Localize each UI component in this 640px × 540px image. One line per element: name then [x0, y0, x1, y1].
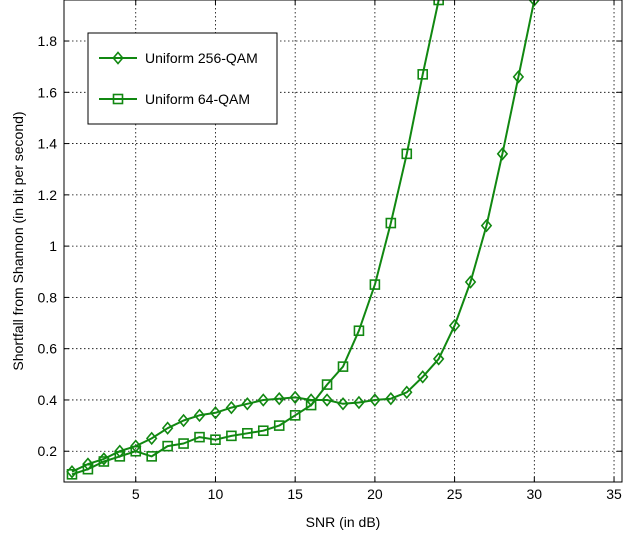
diamond-point-marker — [464, 275, 477, 289]
square-point-marker — [369, 279, 381, 290]
x-tick-label: 15 — [287, 486, 303, 502]
square-point-marker — [417, 69, 429, 80]
diamond-point-marker — [177, 413, 190, 428]
square-point-marker — [162, 440, 173, 452]
square-point-marker — [146, 451, 157, 462]
square-point-marker — [98, 456, 110, 467]
square-point-marker — [401, 148, 413, 160]
square-point-marker — [242, 427, 253, 439]
x-tick-label: 20 — [367, 486, 383, 502]
y-tick-label: 0.2 — [38, 443, 58, 459]
diamond-point-marker — [321, 393, 333, 407]
tick-labels: 5 10 15 20 25 30 35 0.2 0.4 0.6 0.8 1 1.2 1.4 1.6 1.8 — [38, 33, 622, 502]
diamond-point-marker — [401, 385, 413, 400]
y-axis-title: Shortfall from Shannon (in bit per secon… — [10, 111, 26, 370]
legend: Uniform 256-QAM Uniform 64-QAM — [87, 32, 278, 125]
diamond-point-marker — [496, 147, 509, 161]
y-tick-label: 1.8 — [38, 33, 58, 49]
square-point-marker — [337, 361, 349, 372]
square-point-marker — [210, 434, 221, 445]
square-point-marker — [178, 438, 189, 449]
legend-label-256qam: Uniform 256-QAM — [145, 50, 258, 66]
diamond-point-marker — [257, 393, 270, 407]
diamond-point-marker — [289, 390, 301, 405]
diamond-point-marker — [480, 218, 493, 233]
diamond-point-marker — [225, 400, 238, 415]
series-64qam — [66, 0, 444, 480]
square-point-marker — [289, 410, 301, 421]
square-point-marker — [305, 399, 317, 411]
diamond-point-marker — [512, 70, 525, 84]
legend-entry-64qam: Uniform 64-QAM — [99, 91, 250, 107]
legend-diamond-marker — [112, 51, 124, 65]
x-tick-label: 30 — [527, 486, 543, 502]
diamond-point-marker — [369, 393, 381, 407]
x-tick-label: 10 — [208, 486, 224, 502]
square-point-marker — [82, 463, 94, 475]
diamond-point-marker — [385, 391, 397, 406]
square-point-marker — [273, 420, 285, 431]
series-line — [71, 0, 440, 476]
square-point-marker — [433, 0, 444, 6]
y-tick-label: 1.4 — [38, 136, 58, 152]
square-point-marker — [353, 325, 365, 337]
y-tick-label: 0.6 — [38, 341, 58, 357]
y-tick-label: 1.6 — [38, 84, 58, 100]
square-point-marker — [226, 430, 237, 442]
legend-marker-square — [112, 93, 124, 105]
diamond-point-marker — [241, 397, 254, 411]
square-point-marker — [385, 217, 397, 229]
legend-label-64qam: Uniform 64-QAM — [145, 91, 250, 107]
diamond-point-marker — [209, 406, 222, 420]
axis-ticks — [64, 0, 622, 482]
diamond-point-marker — [273, 391, 285, 406]
y-tick-label: 1.2 — [38, 187, 58, 203]
diamond-point-marker — [353, 395, 365, 410]
diamond-point-marker — [145, 431, 158, 446]
square-point-marker — [66, 469, 78, 480]
diamond-point-marker — [528, 0, 541, 7]
x-tick-label: 25 — [447, 486, 463, 502]
x-tick-label: 35 — [606, 486, 622, 502]
diamond-point-marker — [432, 352, 445, 366]
diamond-point-marker — [448, 318, 461, 333]
square-point-marker — [194, 431, 205, 443]
legend-box — [87, 32, 278, 125]
diamond-point-marker — [416, 370, 429, 384]
y-tick-label: 0.4 — [38, 392, 58, 408]
legend-marker-diamond — [112, 51, 124, 65]
square-point-marker — [321, 379, 333, 390]
plot-frame — [63, 0, 623, 483]
legend-square-marker — [112, 93, 124, 105]
square-point-marker — [257, 425, 269, 437]
diamond-point-marker — [193, 408, 206, 423]
series-lines — [66, 0, 541, 480]
y-tick-label: 1 — [49, 238, 57, 254]
x-tick-label: 5 — [132, 486, 140, 502]
square-point-marker — [114, 451, 126, 462]
diamond-point-marker — [337, 397, 349, 411]
square-point-marker — [130, 445, 142, 457]
legend-entry-256qam: Uniform 256-QAM — [99, 50, 258, 66]
diamond-point-marker — [161, 421, 174, 435]
y-tick-label: 0.8 — [38, 289, 58, 305]
x-axis-title: SNR (in dB) — [306, 514, 381, 530]
